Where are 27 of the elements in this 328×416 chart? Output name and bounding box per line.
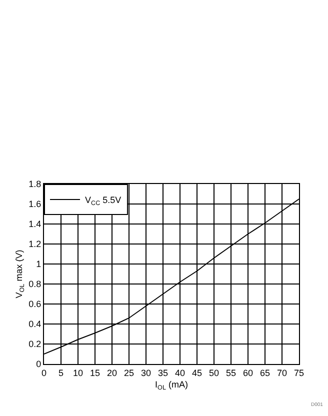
x-tick-label: 35 (158, 368, 168, 378)
x-tick-label: 75 (294, 368, 304, 378)
x-tick-label: 60 (242, 368, 254, 378)
x-tick-label: 15 (90, 368, 100, 378)
legend-label: V$_{CC}$ 5.5V (85, 195, 122, 207)
x-axis-title: I$_{OL}$ (mA) (155, 380, 188, 392)
x-tick-label: 40 (174, 368, 186, 378)
y-tick-label: 0.4 (28, 319, 42, 330)
y-tick-label: 1.6 (28, 199, 42, 210)
y-tick-label: 0 (36, 359, 42, 370)
x-tick-label: 70 (276, 368, 288, 378)
y-tick-label: 1 (36, 259, 42, 270)
y-tick-label: 1.2 (28, 239, 42, 250)
x-tick-label: 20 (106, 368, 118, 378)
x-tick-label: 65 (260, 368, 270, 378)
y-tick-label: 0.6 (28, 299, 42, 310)
y-tick-label: 0.8 (28, 279, 42, 290)
y-tick-label: 1.8 (28, 179, 42, 190)
x-tick-label: 25 (124, 368, 134, 378)
x-tick-label: 55 (226, 368, 236, 378)
y-tick-label: 0.2 (28, 339, 42, 350)
y-tick-label: 1.4 (28, 219, 42, 230)
x-tick-label: 5 (58, 368, 64, 378)
x-tick-label: 50 (208, 368, 220, 378)
x-tick-label: 30 (140, 368, 152, 378)
x-tick-label: 45 (192, 368, 202, 378)
x-tick-label: 10 (72, 368, 84, 378)
